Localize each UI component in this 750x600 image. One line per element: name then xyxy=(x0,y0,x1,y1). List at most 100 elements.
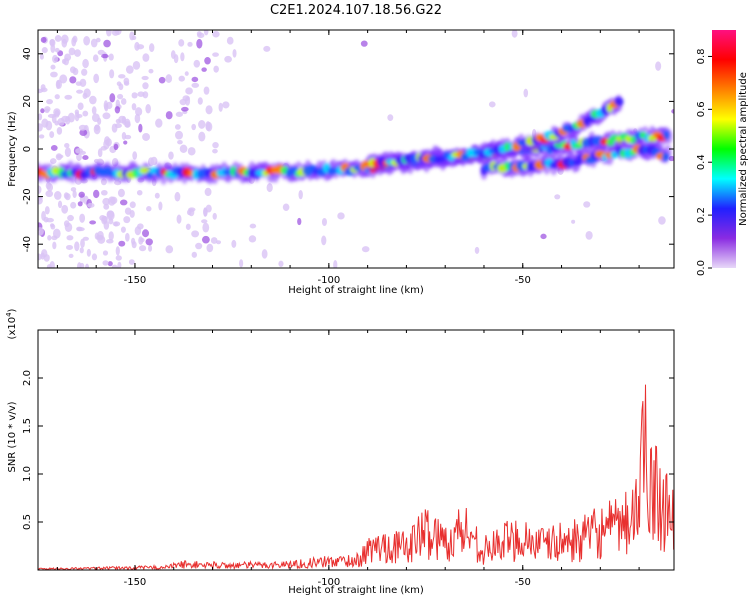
trace-core xyxy=(663,130,670,140)
noise-speck xyxy=(46,264,52,268)
noise-speck xyxy=(92,54,99,62)
spectrogram-traces xyxy=(38,94,673,185)
noise-speck xyxy=(146,206,152,212)
noise-speck xyxy=(212,141,219,149)
noise-speck xyxy=(106,101,113,110)
noise-speck xyxy=(75,148,83,154)
trace-core xyxy=(661,152,670,162)
noise-speck xyxy=(123,140,128,145)
noise-speck xyxy=(65,115,71,125)
x-tick-label: -150 xyxy=(124,577,147,588)
noise-speck xyxy=(178,75,185,82)
noise-speck xyxy=(79,129,88,136)
noise-speck xyxy=(212,212,217,220)
noise-speck xyxy=(174,191,181,202)
noise-speck xyxy=(145,238,153,246)
noise-speck xyxy=(249,223,257,229)
noise-speck xyxy=(212,52,219,57)
y-tick-label: 40 xyxy=(22,47,33,60)
noise-speck xyxy=(76,153,82,161)
x-tick-label: -50 xyxy=(515,275,531,286)
noise-speck xyxy=(136,189,143,196)
noise-speck xyxy=(142,91,149,99)
noise-speck xyxy=(134,113,141,124)
noise-speck xyxy=(83,88,91,98)
noise-speck xyxy=(124,134,132,140)
noise-speck xyxy=(118,74,126,79)
noise-speck xyxy=(165,74,173,83)
noise-speck xyxy=(79,78,87,87)
noise-speck xyxy=(165,111,173,120)
noise-speck xyxy=(54,34,62,42)
noise-speck xyxy=(523,88,529,98)
noise-speck xyxy=(138,245,147,252)
noise-speck xyxy=(93,124,101,135)
noise-speck xyxy=(333,259,338,268)
noise-speck xyxy=(179,144,188,153)
noise-speck xyxy=(360,40,368,47)
x-tick-label: -100 xyxy=(318,275,341,286)
noise-speck xyxy=(174,124,181,130)
noise-speck xyxy=(89,220,97,225)
noise-speck xyxy=(52,228,61,239)
noise-speck xyxy=(82,236,89,241)
noise-speck xyxy=(155,118,163,128)
noise-speck xyxy=(54,94,60,100)
noise-speck xyxy=(50,71,58,78)
noise-speck xyxy=(71,36,77,47)
colorbar-label: Normalized spectral amplitude xyxy=(738,72,749,226)
noise-speck xyxy=(175,130,183,140)
noise-speck xyxy=(184,71,189,76)
snr-y-ticks: 0.5 1.0 1.5 2.0 xyxy=(22,370,674,530)
noise-speck xyxy=(142,82,149,90)
noise-speck xyxy=(106,210,115,221)
noise-speck xyxy=(49,131,55,139)
noise-speck xyxy=(121,132,127,140)
noise-speck xyxy=(142,132,150,141)
noise-speck xyxy=(47,113,56,119)
noise-speck xyxy=(298,190,303,200)
noise-speck xyxy=(554,194,561,200)
noise-speck xyxy=(187,147,196,156)
noise-speck xyxy=(131,35,137,40)
noise-speck xyxy=(108,231,114,241)
noise-speck xyxy=(148,244,153,252)
noise-speck xyxy=(142,229,150,238)
noise-speck xyxy=(585,230,593,240)
noise-speck xyxy=(191,76,199,83)
noise-speck xyxy=(78,124,87,131)
noise-speck xyxy=(78,191,85,198)
noise-speck xyxy=(102,250,109,256)
noise-speck xyxy=(103,203,110,210)
noise-speck xyxy=(67,214,74,222)
noise-speck xyxy=(38,113,43,121)
y-tick-label: 20 xyxy=(22,95,33,108)
y-tick-label: 0.5 xyxy=(22,514,33,530)
noise-speck xyxy=(56,127,63,135)
noise-speck xyxy=(114,180,122,186)
noise-speck xyxy=(231,239,237,248)
noise-speck xyxy=(44,108,50,114)
noise-speck xyxy=(83,35,91,46)
noise-speck xyxy=(123,216,131,224)
noise-speck xyxy=(120,98,127,105)
noise-speck xyxy=(41,210,46,221)
noise-speck xyxy=(117,188,125,198)
noise-speck xyxy=(191,251,198,258)
noise-speck xyxy=(109,93,116,103)
noise-speck xyxy=(115,255,122,261)
noise-speck xyxy=(261,249,268,259)
noise-speck xyxy=(82,110,89,117)
noise-speck xyxy=(266,183,273,193)
noise-speck xyxy=(102,197,111,206)
noise-speck xyxy=(202,222,210,233)
noise-speck xyxy=(66,235,74,241)
noise-speck xyxy=(38,185,42,194)
noise-speck xyxy=(40,87,48,93)
noise-speck xyxy=(218,102,223,112)
noise-speck xyxy=(206,243,214,253)
noise-speck xyxy=(53,108,61,117)
noise-speck xyxy=(49,39,55,46)
noise-speck xyxy=(50,145,58,151)
